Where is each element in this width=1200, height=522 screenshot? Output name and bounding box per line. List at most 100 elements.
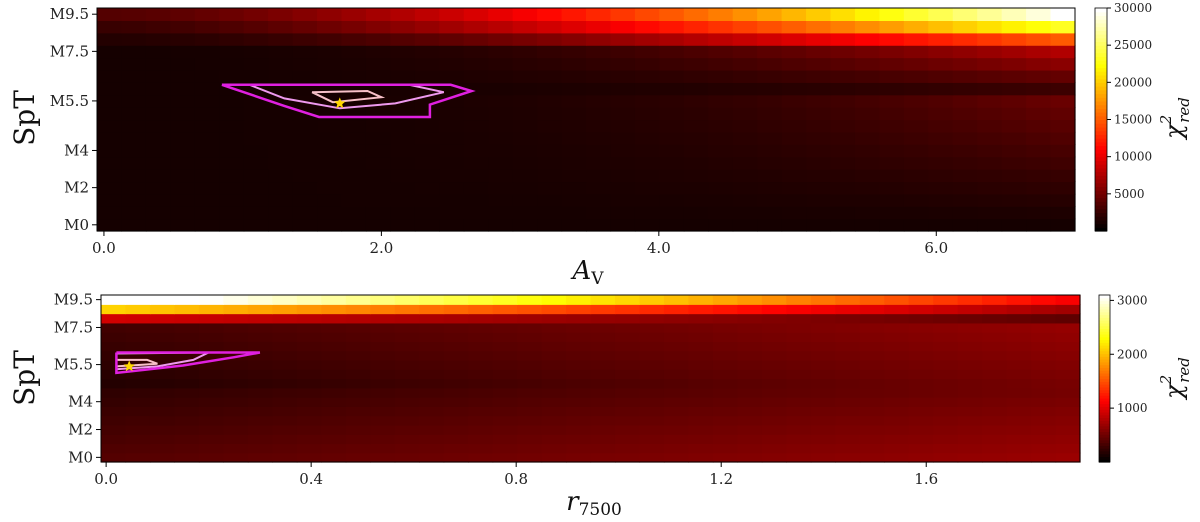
- heatmap-cell: [341, 119, 367, 133]
- heatmap-cell: [933, 452, 959, 463]
- heatmap-cell: [737, 295, 763, 305]
- heatmap-cell: [541, 406, 567, 417]
- heatmap-cell: [933, 295, 959, 305]
- heatmap-cell: [957, 443, 983, 454]
- heatmap-cell: [317, 32, 343, 46]
- colorbar-segment: [1099, 453, 1110, 458]
- heatmap-cell: [170, 32, 196, 46]
- heatmap-cell: [512, 119, 538, 133]
- heatmap-cell: [390, 57, 416, 71]
- heatmap-cell: [468, 397, 494, 407]
- heatmap-cell: [174, 369, 200, 380]
- heatmap-cell: [1031, 406, 1057, 417]
- heatmap-cell: [659, 193, 685, 207]
- colorbar-tick-label: 15000: [1114, 113, 1152, 127]
- heatmap-cell: [566, 369, 592, 380]
- heatmap-cell: [786, 452, 812, 463]
- heatmap-cell: [1001, 107, 1027, 121]
- heatmap-cell: [296, 415, 322, 426]
- colorbar-segment: [1099, 364, 1110, 368]
- heatmap-cell: [121, 32, 147, 46]
- heatmap-cell: [781, 82, 807, 96]
- heatmap-cell: [390, 119, 416, 133]
- heatmap-cell: [1026, 69, 1052, 83]
- heatmap-cell: [732, 156, 758, 170]
- heatmap-cell: [247, 378, 273, 389]
- heatmap-cell: [1050, 193, 1076, 207]
- heatmap-cell: [145, 206, 171, 220]
- x-tick-label: 0.4: [299, 470, 323, 488]
- heatmap-cell: [933, 387, 959, 398]
- heatmap-cell: [292, 156, 318, 170]
- heatmap-cell: [97, 119, 123, 133]
- heatmap-cell: [806, 144, 832, 158]
- heatmap-cell: [908, 332, 934, 342]
- heatmap-cell: [737, 452, 763, 463]
- heatmap-cell: [884, 406, 910, 417]
- heatmap-cell: [952, 206, 978, 220]
- heatmap-cell: [761, 313, 787, 324]
- heatmap-cell: [761, 397, 787, 407]
- heatmap-cell: [683, 193, 709, 207]
- heatmap-cell: [614, 369, 641, 380]
- heatmap-cell: [712, 406, 738, 417]
- heatmap-cell: [341, 156, 367, 170]
- heatmap-cell: [296, 332, 322, 342]
- heatmap-cell: [321, 452, 347, 463]
- heatmap-cell: [610, 57, 636, 71]
- heatmap-cell: [1026, 218, 1052, 232]
- heatmap-cell: [341, 69, 367, 83]
- colorbar-segment: [1095, 104, 1107, 109]
- heatmap-cell: [786, 304, 812, 315]
- heatmap-cell: [884, 397, 910, 407]
- bottom-x-axis-label-sub: 7500: [579, 500, 622, 520]
- heatmap-cell: [268, 156, 294, 170]
- heatmap-cell: [590, 322, 616, 333]
- heatmap-cell: [663, 359, 690, 370]
- heatmap-cell: [317, 144, 343, 158]
- heatmap-cell: [468, 443, 494, 454]
- heatmap-cell: [272, 378, 298, 389]
- heatmap-cell: [586, 20, 612, 34]
- heatmap-cell: [321, 322, 347, 333]
- heatmap-cell: [1055, 332, 1081, 342]
- heatmap-cell: [512, 107, 538, 121]
- heatmap-cell: [194, 94, 220, 108]
- heatmap-cell: [957, 332, 983, 342]
- heatmap-cell: [394, 295, 420, 305]
- heatmap-cell: [537, 218, 563, 232]
- colorbar-segment: [1095, 37, 1107, 43]
- heatmap-cell: [659, 206, 685, 220]
- heatmap-cell: [1026, 8, 1052, 21]
- heatmap-cell: [757, 82, 783, 96]
- heatmap-cell: [835, 332, 861, 342]
- heatmap-cell: [639, 406, 665, 417]
- heatmap-cell: [1001, 181, 1027, 195]
- heatmap-cell: [268, 169, 294, 183]
- heatmap-cell: [463, 206, 489, 220]
- heatmap-cell: [982, 304, 1008, 315]
- heatmap-cell: [712, 295, 738, 305]
- top-x-axis-label: AV: [570, 256, 604, 289]
- heatmap-cell: [561, 193, 587, 207]
- heatmap-cell: [566, 443, 592, 454]
- heatmap-cell: [463, 8, 489, 21]
- heatmap-cell: [830, 57, 856, 71]
- heatmap-cell: [321, 341, 347, 352]
- heatmap-cell: [639, 359, 665, 370]
- heatmap-cell: [414, 193, 440, 207]
- bottom-colorbar-label: χ2red: [1157, 357, 1193, 401]
- colorbar-segment: [1099, 303, 1110, 307]
- colorbar-segment: [1095, 171, 1107, 176]
- heatmap-cell: [810, 452, 836, 463]
- heatmap-cell: [933, 369, 959, 380]
- heatmap-cell: [198, 378, 224, 389]
- heatmap-cell: [1001, 69, 1027, 83]
- heatmap-cell: [414, 32, 440, 46]
- heatmap-cell: [634, 107, 660, 121]
- heatmap-cell: [394, 332, 420, 342]
- heatmap-cell: [786, 443, 812, 454]
- heatmap-cell: [243, 218, 269, 232]
